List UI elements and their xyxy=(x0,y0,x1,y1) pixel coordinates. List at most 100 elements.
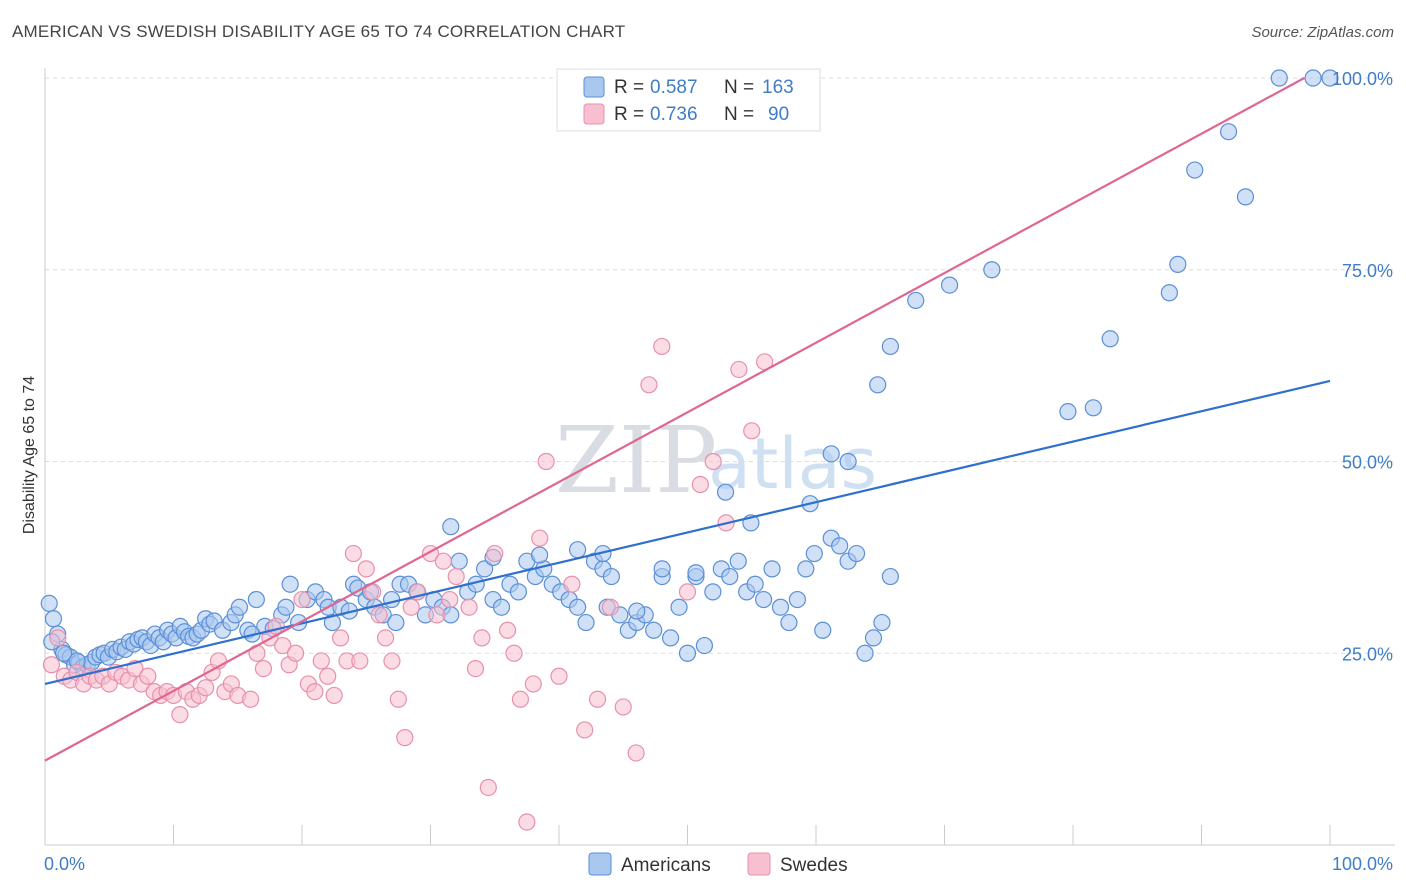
legend-swedes-r-value: 0.736 xyxy=(650,104,698,125)
swedes-point-81 xyxy=(640,376,658,394)
bottom-legend-swatch-americans xyxy=(588,852,612,876)
americans-point-101 xyxy=(670,598,688,616)
americans-point-145 xyxy=(881,337,899,356)
americans-point-139 xyxy=(716,483,735,501)
swedes-point-82 xyxy=(653,337,671,356)
y-tick-label-75: 75.0% xyxy=(1342,261,1393,281)
americans-point-98 xyxy=(645,621,663,639)
americans-point-102 xyxy=(678,644,697,662)
americans-point-75 xyxy=(450,552,468,570)
swedes-point-72 xyxy=(531,529,549,547)
americans-point-132 xyxy=(530,546,549,564)
swedes-point-35 xyxy=(274,636,292,655)
swedes-point-44 xyxy=(331,629,350,647)
swedes-point-62 xyxy=(460,598,478,616)
americans-point-117 xyxy=(805,544,823,563)
americans-point-148 xyxy=(983,261,1001,279)
swedes-point-87 xyxy=(730,360,748,379)
swedes-point-1 xyxy=(49,629,67,647)
bottom-legend-americans: Americans xyxy=(621,855,711,876)
swedes-point-83 xyxy=(678,583,697,601)
americans-point-158 xyxy=(1304,69,1322,87)
swedes-point-0 xyxy=(42,656,61,674)
swedes-trend-line xyxy=(44,77,1305,762)
y-tick-label-100: 100.0% xyxy=(1332,69,1393,89)
swedes-point-43 xyxy=(325,686,343,705)
americans-point-107 xyxy=(721,567,739,586)
americans-point-104 xyxy=(695,636,714,655)
swedes-point-85 xyxy=(704,452,722,471)
tick-labels: 25.0% 50.0% 75.0% 100.0% 0.0% 100.0% xyxy=(44,69,1393,874)
americans-point-78 xyxy=(476,560,494,578)
swedes-point-51 xyxy=(376,629,395,647)
swedes-point-66 xyxy=(486,544,504,563)
americans-point-82 xyxy=(509,583,528,601)
bottom-legend: Americans Swedes xyxy=(588,852,848,876)
swedes-point-65 xyxy=(479,778,497,797)
americans-point-126 xyxy=(881,567,899,586)
legend-americans-n-value: 163 xyxy=(762,77,794,98)
swedes-point-70 xyxy=(518,813,536,831)
swedes-point-77 xyxy=(588,690,607,708)
swedes-point-78 xyxy=(601,598,620,616)
americans-point-43 xyxy=(230,598,249,616)
legend-americans-r-value: 0.587 xyxy=(650,77,698,98)
swedes-point-63 xyxy=(466,659,485,678)
americans-point-138 xyxy=(687,564,705,582)
americans-trend-line xyxy=(44,379,1331,686)
americans-point-122 xyxy=(847,544,866,563)
bottom-legend-swatch-swedes xyxy=(747,852,771,876)
swedes-point-30 xyxy=(242,690,260,708)
americans-point-155 xyxy=(1219,123,1238,141)
americans-point-128 xyxy=(54,644,73,662)
y-axis-label: Disability Age 65 to 74 xyxy=(21,376,38,534)
swedes-point-74 xyxy=(550,667,568,685)
y-tick-label-25: 25.0% xyxy=(1342,644,1393,664)
swedes-point-50 xyxy=(370,606,388,624)
americans-point-89 xyxy=(568,598,587,616)
swedes-point-71 xyxy=(524,675,542,693)
americans-point-156 xyxy=(1236,188,1255,206)
legend-swedes-n-label: N = xyxy=(724,104,754,125)
americans-point-67 xyxy=(387,613,405,632)
americans-point-143 xyxy=(839,452,857,471)
swedes-point-15 xyxy=(139,667,157,685)
americans-point-50 xyxy=(277,598,295,616)
americans-point-136 xyxy=(628,602,646,620)
swedes-point-42 xyxy=(319,667,337,685)
x-tick-label-min: 0.0% xyxy=(44,854,85,874)
swedes-point-84 xyxy=(691,475,709,494)
legend-swedes-n-value: 90 xyxy=(768,104,789,125)
swedes-point-47 xyxy=(351,652,369,670)
swedes-point-52 xyxy=(383,652,401,670)
americans-point-130 xyxy=(442,518,460,536)
swedes-point-64 xyxy=(473,629,491,647)
americans-point-113 xyxy=(771,598,790,616)
americans-point-57 xyxy=(323,613,342,632)
americans-point-144 xyxy=(869,376,887,394)
swedes-point-58 xyxy=(428,606,446,624)
americans-point-112 xyxy=(763,560,781,578)
swedes-point-37 xyxy=(286,644,305,662)
americans-point-0 xyxy=(40,594,58,612)
americans-point-80 xyxy=(492,598,511,616)
americans-point-90 xyxy=(577,613,595,632)
swedes-point-67 xyxy=(499,621,517,639)
americans-point-108 xyxy=(729,552,747,570)
americans-point-100 xyxy=(661,629,680,647)
swedes-point-73 xyxy=(537,452,555,471)
swedes-point-20 xyxy=(171,706,189,724)
bottom-legend-swedes: Swedes xyxy=(780,855,848,876)
americans-point-120 xyxy=(831,537,849,555)
americans-point-105 xyxy=(704,583,722,601)
legend-swatch-americans xyxy=(583,76,605,98)
swedes-point-40 xyxy=(306,682,324,701)
americans-point-154 xyxy=(1186,161,1204,179)
trend-lines xyxy=(44,77,1331,762)
legend-swedes-r-label: R = xyxy=(614,104,644,125)
swedes-point-69 xyxy=(511,690,530,708)
swedes-point-38 xyxy=(293,590,311,609)
legend-americans-r-label: R = xyxy=(614,77,644,98)
swedes-point-79 xyxy=(614,698,632,716)
